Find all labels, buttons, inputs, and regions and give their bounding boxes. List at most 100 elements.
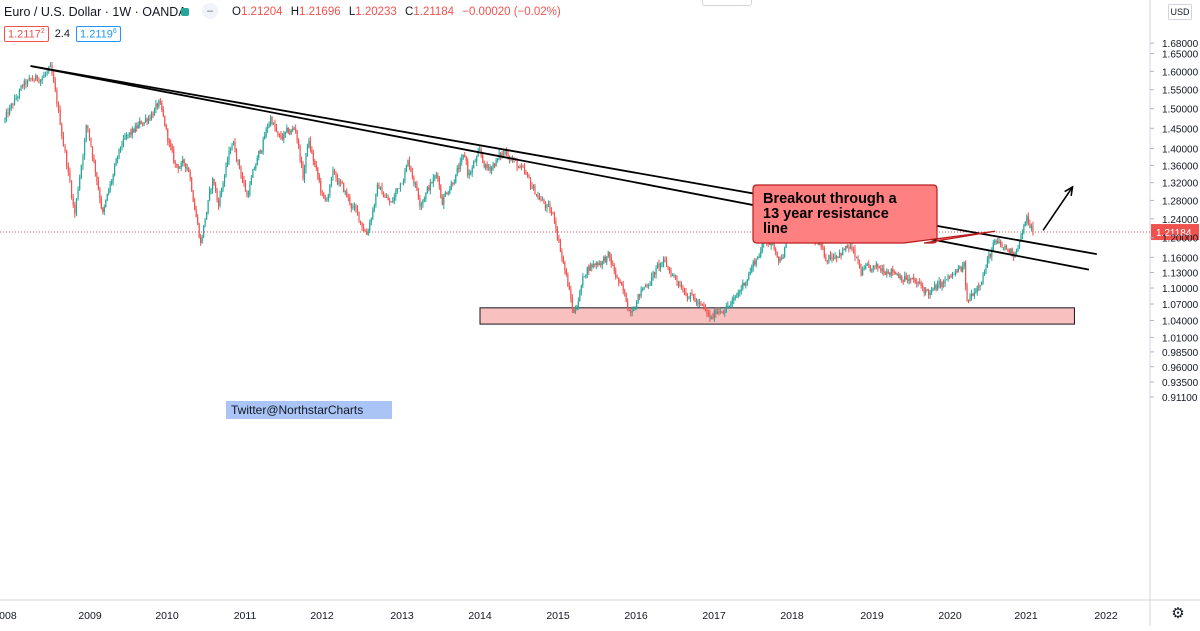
candle-body [271, 117, 273, 125]
candle-body [755, 258, 757, 265]
candle-body [192, 190, 194, 202]
candle-body [923, 287, 925, 294]
candle-body [286, 127, 288, 132]
candle-body [1020, 234, 1022, 240]
candle-body [907, 279, 909, 281]
price-tick-label: 1.60000 [1162, 67, 1199, 78]
candle-body [889, 272, 891, 275]
candle-body [119, 147, 122, 149]
candle-body [405, 165, 408, 172]
candle-body [858, 262, 861, 268]
candle-body [167, 128, 169, 141]
candle-body [272, 123, 275, 125]
candle-body [645, 285, 647, 287]
candle-body [728, 305, 730, 307]
candle-body [344, 191, 346, 193]
candle-body [615, 270, 617, 277]
candle-body [884, 272, 886, 275]
candle-body [422, 200, 424, 205]
candle-body [576, 307, 578, 310]
candle-body [176, 163, 178, 165]
candle-body [857, 256, 859, 263]
bid-button[interactable]: 1.21172 [4, 25, 49, 43]
time-tick-label: 2017 [702, 610, 726, 622]
twitter-watermark-box [226, 401, 392, 419]
price-tick-label: 1.20000 [1162, 234, 1199, 245]
candle-body [919, 282, 921, 284]
candle-body [975, 291, 977, 293]
candle-body [367, 230, 369, 235]
currency-button[interactable]: USD [1168, 4, 1192, 20]
candle-body [822, 247, 824, 249]
candle-body [902, 280, 904, 282]
candle-body [352, 207, 354, 208]
candle-body [743, 282, 745, 286]
candle-body [979, 285, 981, 287]
candle-body [201, 237, 203, 243]
price-tick-label: 1.68000 [1162, 39, 1199, 50]
candle-body [96, 172, 98, 182]
candle-body [145, 118, 147, 122]
candle-body [520, 166, 523, 167]
candle-body [580, 285, 582, 292]
candle-body [161, 102, 163, 110]
candle-body [229, 149, 232, 151]
candle-body [727, 305, 729, 307]
candle-body [324, 197, 326, 200]
candle-body [411, 172, 414, 178]
candle-body [843, 249, 845, 251]
candle-body [420, 204, 422, 206]
candle-body [941, 281, 943, 287]
candle-body [326, 199, 328, 201]
candle-body [643, 286, 645, 290]
candle-body [320, 180, 322, 192]
breakout-callout [752, 184, 996, 244]
candle-body [1007, 249, 1009, 251]
top-collapse-handle[interactable] [702, 0, 752, 6]
candle-body [579, 291, 581, 302]
candle-body [976, 286, 978, 292]
candle-body [965, 262, 967, 286]
candle-body [849, 246, 851, 249]
candle-body [219, 194, 221, 206]
candle-body [112, 174, 114, 181]
settings-gear-icon[interactable]: ⚙ [1171, 605, 1185, 622]
candle-body [197, 217, 199, 224]
candle-body [731, 300, 733, 304]
candle-body [398, 188, 400, 190]
candle-body [312, 153, 314, 161]
callout-text-line: 13 year resistance [763, 206, 889, 222]
candle-body [168, 140, 170, 143]
candle-body [552, 213, 554, 215]
candle-body [628, 309, 630, 312]
candle-body [36, 75, 38, 79]
candle-body [986, 259, 989, 268]
candle-body [284, 131, 286, 134]
visibility-toggle-icon[interactable]: – [202, 3, 218, 19]
candle-body [948, 275, 951, 277]
ohlc-high-value: 1.21696 [299, 6, 341, 18]
candle-body [204, 219, 206, 226]
candle-body [505, 151, 508, 155]
candle-body [105, 200, 107, 208]
candle-body [370, 218, 372, 223]
candle-body [443, 196, 445, 205]
ohlc-close-label: C [405, 6, 414, 18]
candle-body [619, 282, 621, 284]
candle-body [877, 263, 879, 268]
candle-body [945, 279, 948, 281]
support-zone [479, 307, 1075, 325]
candle-body [492, 163, 494, 168]
candle-body [863, 268, 865, 270]
ask-button[interactable]: 1.21196 [76, 25, 121, 43]
symbol-title[interactable]: Euro / U.S. Dollar · 1W · OANDA [4, 5, 187, 19]
price-tick-label: 0.91100 [1162, 393, 1198, 404]
candle-body [966, 285, 968, 301]
time-axis: 2008 2009 2010 2011 2012 2013 2014 2015 2016 2017… [0, 610, 1118, 622]
candle-body [447, 193, 449, 194]
candle-body [393, 196, 395, 202]
candle-body [931, 289, 933, 293]
candle-body [826, 260, 828, 262]
